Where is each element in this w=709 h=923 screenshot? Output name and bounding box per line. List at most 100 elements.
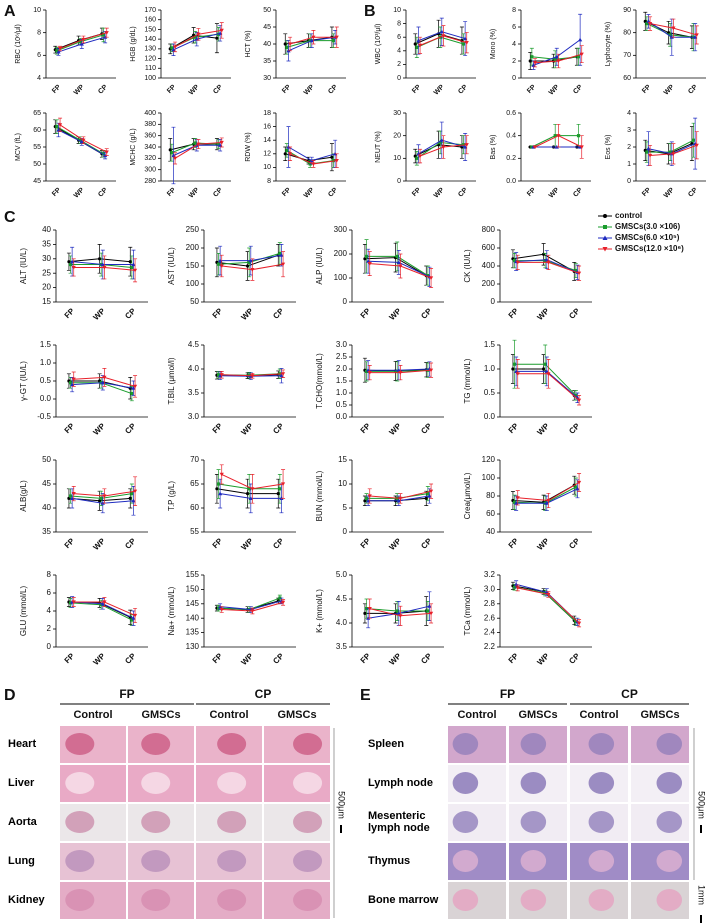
x-tick-label: WP: [548, 84, 561, 97]
x-tick-label: WP: [433, 84, 446, 97]
y-axis-label: BUN (mmol/L): [315, 470, 324, 521]
point: [215, 36, 219, 40]
row-label: Kidney: [8, 894, 45, 906]
x-tick-label: FP: [526, 187, 538, 199]
point: [396, 260, 401, 264]
y-axis-label: RBC (10⁶/μl): [15, 24, 22, 64]
column-header: GMSCs: [277, 709, 316, 721]
y-tick-label: 40: [263, 41, 271, 48]
y-tick-label: 2.4: [484, 628, 496, 637]
y-tick-label: 40: [486, 527, 495, 536]
x-tick-label: CP: [457, 187, 469, 199]
x-tick-label: CP: [572, 84, 584, 96]
x-tick-label: WP: [239, 651, 255, 667]
y-axis-label: Crea(μmol/L): [463, 472, 472, 519]
tissue-feature: [656, 850, 683, 872]
y-tick-label: 800: [482, 225, 496, 234]
point: [514, 369, 519, 373]
tissue-feature: [452, 889, 479, 911]
y-axis-label: γ-GT (IU/L): [19, 361, 28, 401]
y-tick-label: 60: [33, 127, 41, 134]
row-label: Lymph node: [368, 777, 433, 789]
point: [131, 262, 136, 267]
y-tick-label: 0.6: [506, 110, 516, 117]
x-tick-label: WP: [188, 187, 201, 200]
point: [79, 139, 84, 144]
y-tick-label: 2.0: [336, 364, 348, 373]
point: [57, 46, 63, 51]
point: [515, 372, 520, 376]
x-tick-label: WP: [387, 536, 403, 552]
x-tick-label: WP: [91, 651, 107, 667]
y-tick-label: 80: [623, 30, 631, 37]
point: [544, 257, 549, 262]
point: [693, 35, 698, 39]
x-tick-label: FP: [359, 536, 373, 550]
point: [279, 373, 284, 378]
x-tick-label: FP: [411, 187, 423, 199]
y-tick-label: 200: [334, 249, 348, 258]
point: [398, 371, 403, 375]
point: [193, 141, 197, 145]
point: [366, 259, 371, 263]
point: [218, 143, 223, 147]
point: [463, 144, 468, 149]
row-label: Mesenteric lymph node: [368, 810, 430, 834]
point: [574, 485, 578, 489]
x-tick-label: FP: [507, 536, 521, 550]
legend-marker: [602, 247, 608, 252]
point: [415, 45, 419, 49]
point: [441, 145, 446, 150]
point: [553, 57, 557, 61]
y-tick-label: 1.5: [336, 376, 348, 385]
x-tick-label: FP: [641, 187, 653, 199]
x-tick-label: CP: [271, 421, 286, 436]
point: [132, 268, 138, 273]
row-label: Thymus: [368, 855, 411, 867]
tissue-feature: [217, 811, 247, 833]
scale-bar-label: 500μm: [697, 791, 707, 819]
point: [132, 489, 138, 494]
tissue-feature: [656, 889, 683, 911]
y-tick-label: 2.2: [484, 642, 496, 651]
y-axis-label: TG (mmol/L): [463, 358, 472, 403]
point: [215, 487, 219, 491]
x-tick-label: FP: [51, 84, 63, 96]
y-axis-label: GLU (mmol/L): [19, 586, 28, 637]
legend-label: GMSCs(3.0 ×106): [615, 222, 680, 231]
point: [218, 258, 223, 263]
point: [546, 260, 551, 265]
point: [102, 265, 107, 270]
y-axis-label: T.P (g/L): [167, 481, 176, 511]
y-tick-label: 8: [37, 30, 41, 37]
point: [464, 143, 469, 147]
point: [671, 152, 676, 156]
point: [219, 607, 224, 612]
x-tick-label: CP: [457, 84, 469, 96]
point: [280, 482, 286, 487]
x-tick-label: WP: [73, 187, 86, 200]
y-tick-label: 45: [42, 479, 51, 488]
tissue-feature: [141, 850, 171, 872]
y-tick-label: 4: [512, 41, 516, 48]
y-tick-label: 4.0: [188, 364, 200, 373]
point: [102, 600, 107, 605]
point: [546, 372, 551, 376]
y-tick-label: 10: [393, 155, 401, 162]
x-tick-label: WP: [387, 421, 403, 437]
point: [246, 492, 250, 496]
point: [532, 145, 538, 150]
x-tick-label: WP: [188, 84, 201, 97]
point: [172, 45, 178, 50]
tissue-feature: [588, 733, 615, 755]
x-tick-label: WP: [535, 306, 551, 322]
y-tick-label: 0: [343, 527, 348, 536]
point: [71, 600, 76, 605]
column-header: Control: [73, 709, 112, 721]
x-tick-label: FP: [507, 651, 521, 665]
group-header: CP: [621, 687, 638, 701]
y-tick-label: 0.5: [336, 400, 348, 409]
column-header: Control: [579, 709, 618, 721]
x-tick-label: CP: [97, 187, 109, 199]
point: [68, 494, 73, 498]
